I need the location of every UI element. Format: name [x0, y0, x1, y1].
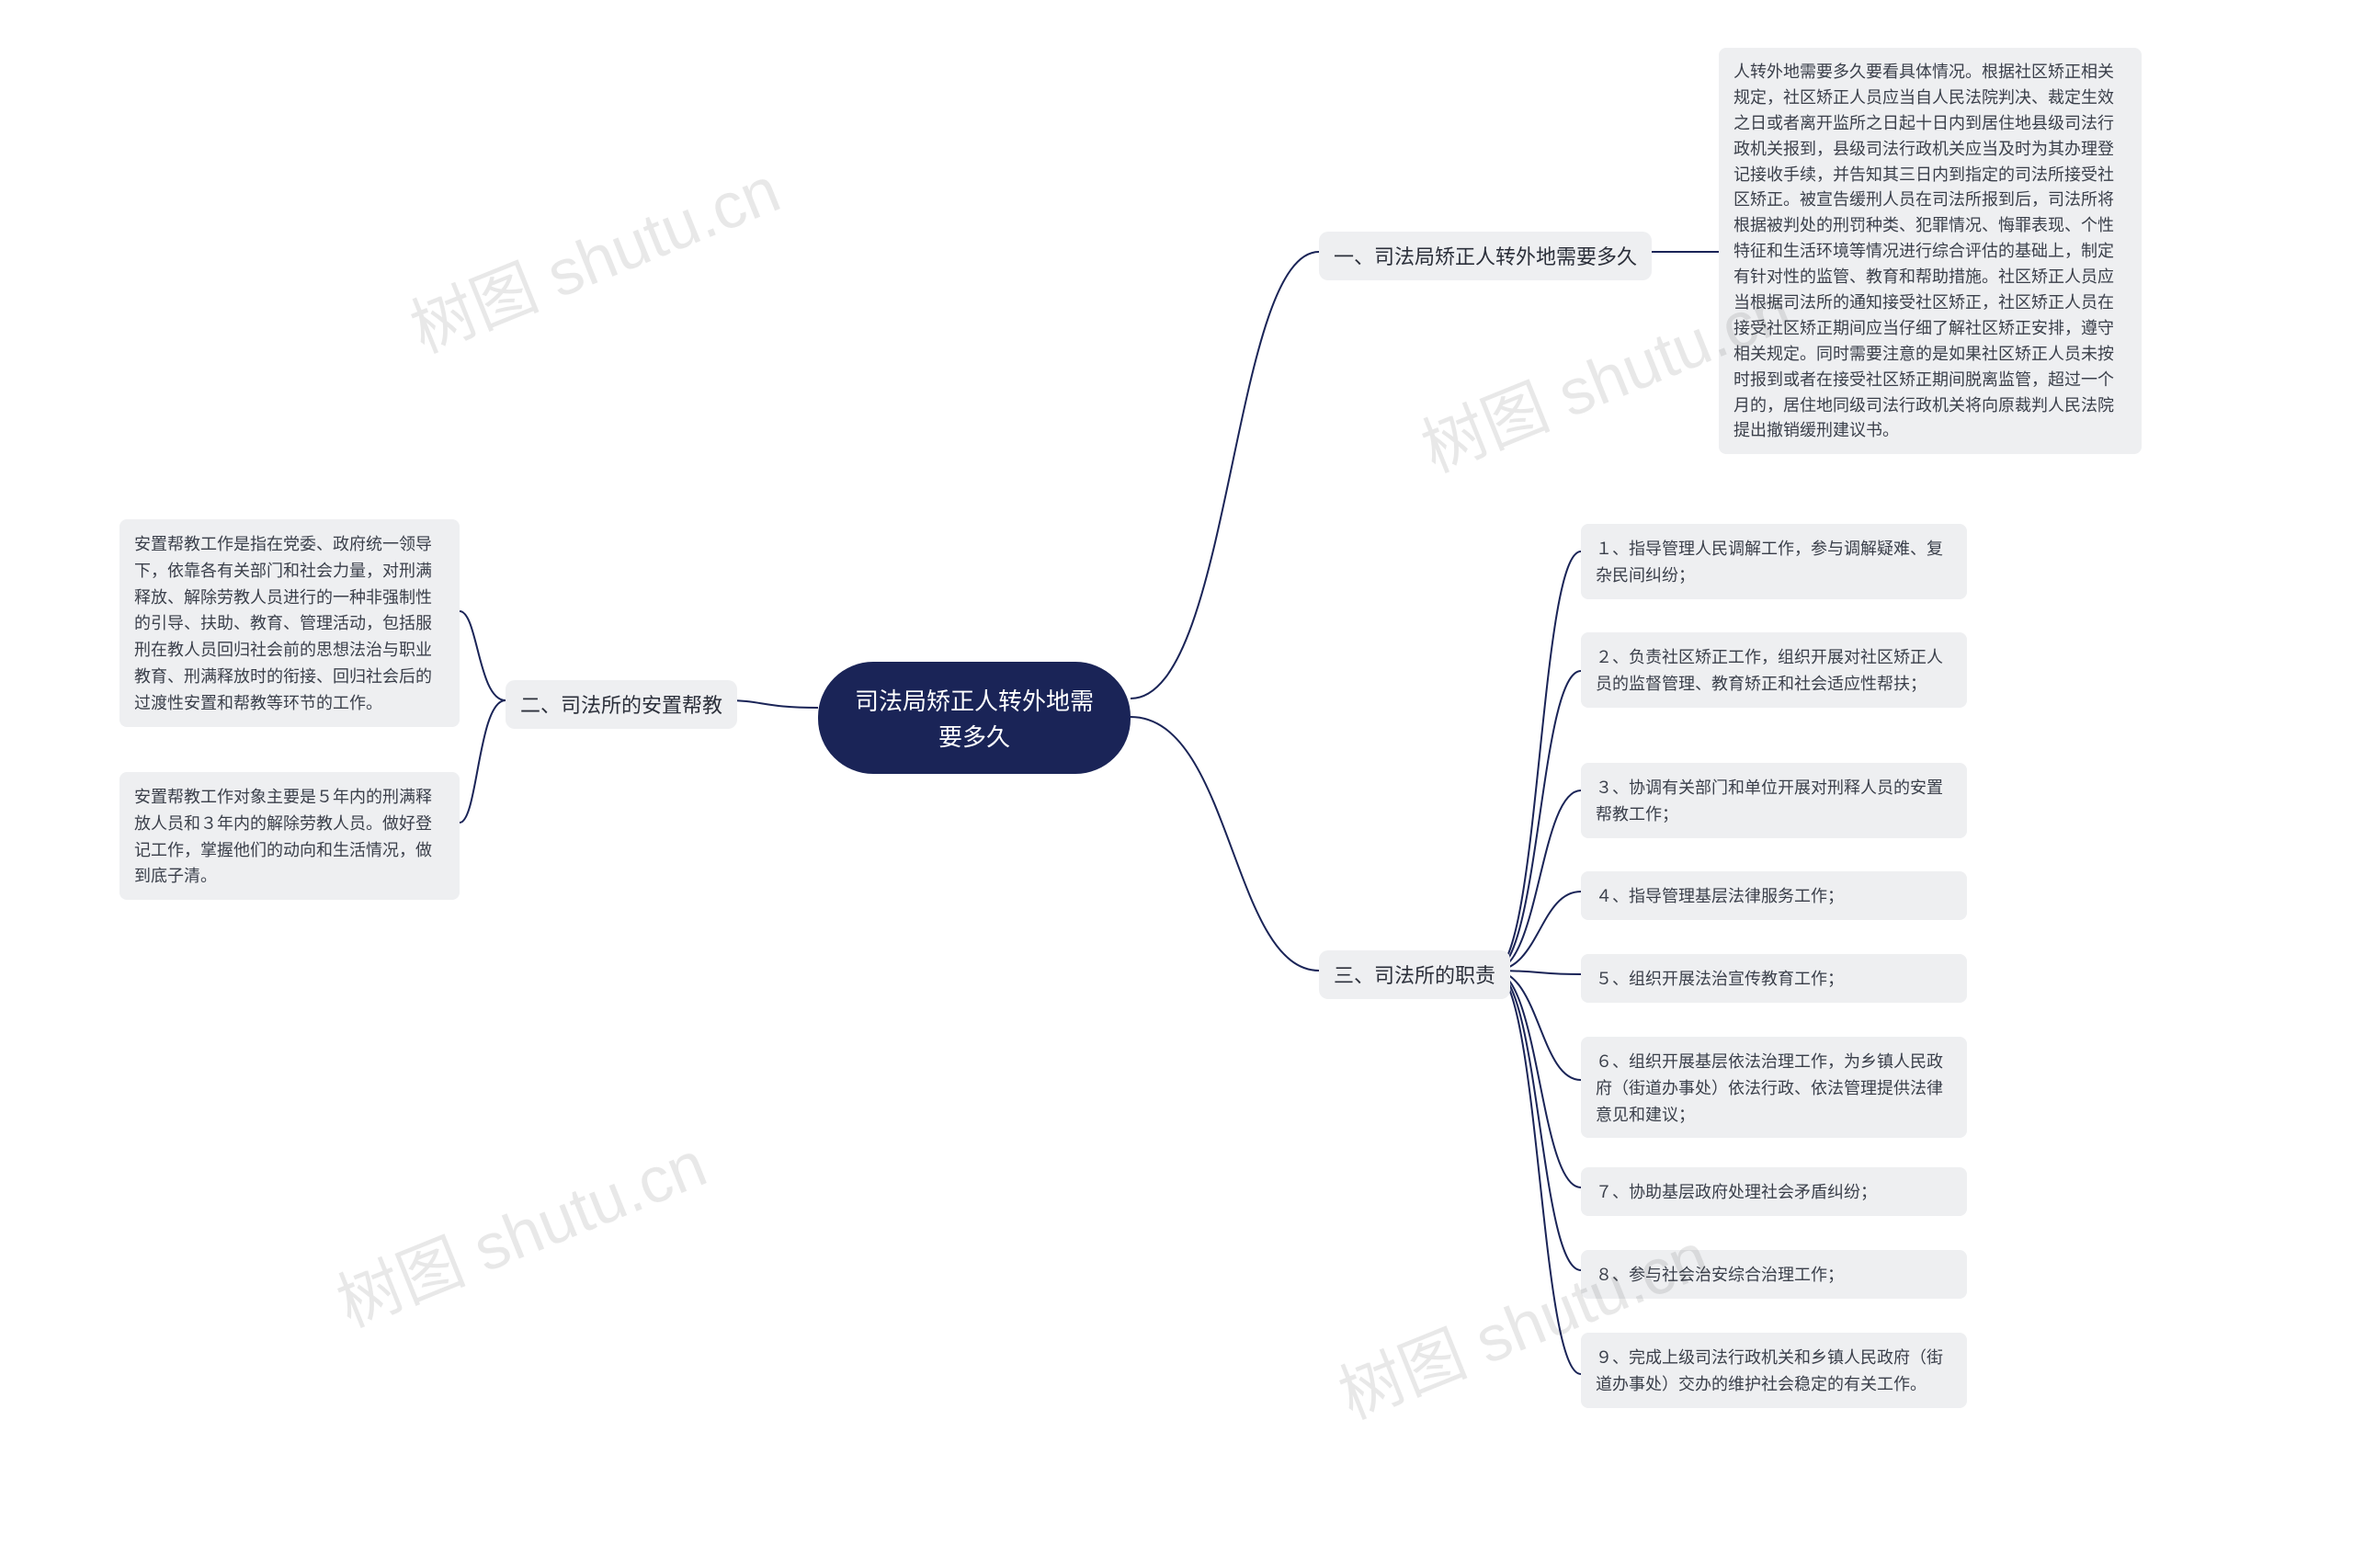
branch2-item-1: 安置帮教工作是指在党委、政府统一领导下，依靠各有关部门和社会力量，对刑满释放、解… [119, 519, 460, 727]
branch-node-1[interactable]: 一、司法局矫正人转外地需要多久 [1319, 232, 1652, 280]
branch3-item-8: ８、参与社会治安综合治理工作； [1581, 1250, 1967, 1299]
branch3-item-9: ９、完成上级司法行政机关和乡镇人民政府（街道办事处）交办的维护社会稳定的有关工作… [1581, 1333, 1967, 1408]
watermark: 树图 shutu.cn [395, 139, 791, 371]
branch3-item-2: ２、负责社区矫正工作，组织开展对社区矫正人员的监督管理、教育矫正和社会适应性帮扶… [1581, 632, 1967, 708]
branch3-item-7: ７、协助基层政府处理社会矛盾纠纷； [1581, 1167, 1967, 1216]
edge-root-branch1 [1131, 252, 1319, 699]
edge-branch3-item7 [1494, 971, 1581, 1187]
branch3-item-1: １、指导管理人民调解工作，参与调解疑难、复杂民间纠纷； [1581, 524, 1967, 599]
branch3-item-4: ４、指导管理基层法律服务工作； [1581, 871, 1967, 920]
edge-root-branch3 [1131, 717, 1319, 971]
branch3-item-5: ５、组织开展法治宣传教育工作； [1581, 954, 1967, 1003]
edge-branch3-item8 [1494, 971, 1581, 1270]
watermark: 树图 shutu.cn [322, 1113, 718, 1346]
branch2-item-2: 安置帮教工作对象主要是５年内的刑满释放人员和３年内的解除劳教人员。做好登记工作，… [119, 772, 460, 900]
edge-branch3-item2 [1494, 671, 1581, 971]
edge-branch2-item1 [460, 611, 506, 700]
edge-branch3-item3 [1494, 790, 1581, 971]
edge-root-branch2 [726, 700, 818, 708]
edge-branch2-item2 [460, 700, 506, 823]
edge-branch3-item1 [1494, 551, 1581, 971]
branch-node-3[interactable]: 三、司法所的职责 [1319, 950, 1510, 999]
edge-branch3-item9 [1494, 971, 1581, 1374]
branch3-item-3: ３、协调有关部门和单位开展对刑释人员的安置帮教工作； [1581, 763, 1967, 838]
branch3-item-6: ６、组织开展基层依法治理工作，为乡镇人民政府（街道办事处）依法行政、依法管理提供… [1581, 1037, 1967, 1138]
root-node[interactable]: 司法局矫正人转外地需要多久 [818, 662, 1131, 774]
leaf-branch1-text: 人转外地需要多久要看具体情况。根据社区矫正相关规定，社区矫正人员应当自人民法院判… [1719, 48, 2142, 454]
branch-node-2[interactable]: 二、司法所的安置帮教 [506, 680, 737, 729]
